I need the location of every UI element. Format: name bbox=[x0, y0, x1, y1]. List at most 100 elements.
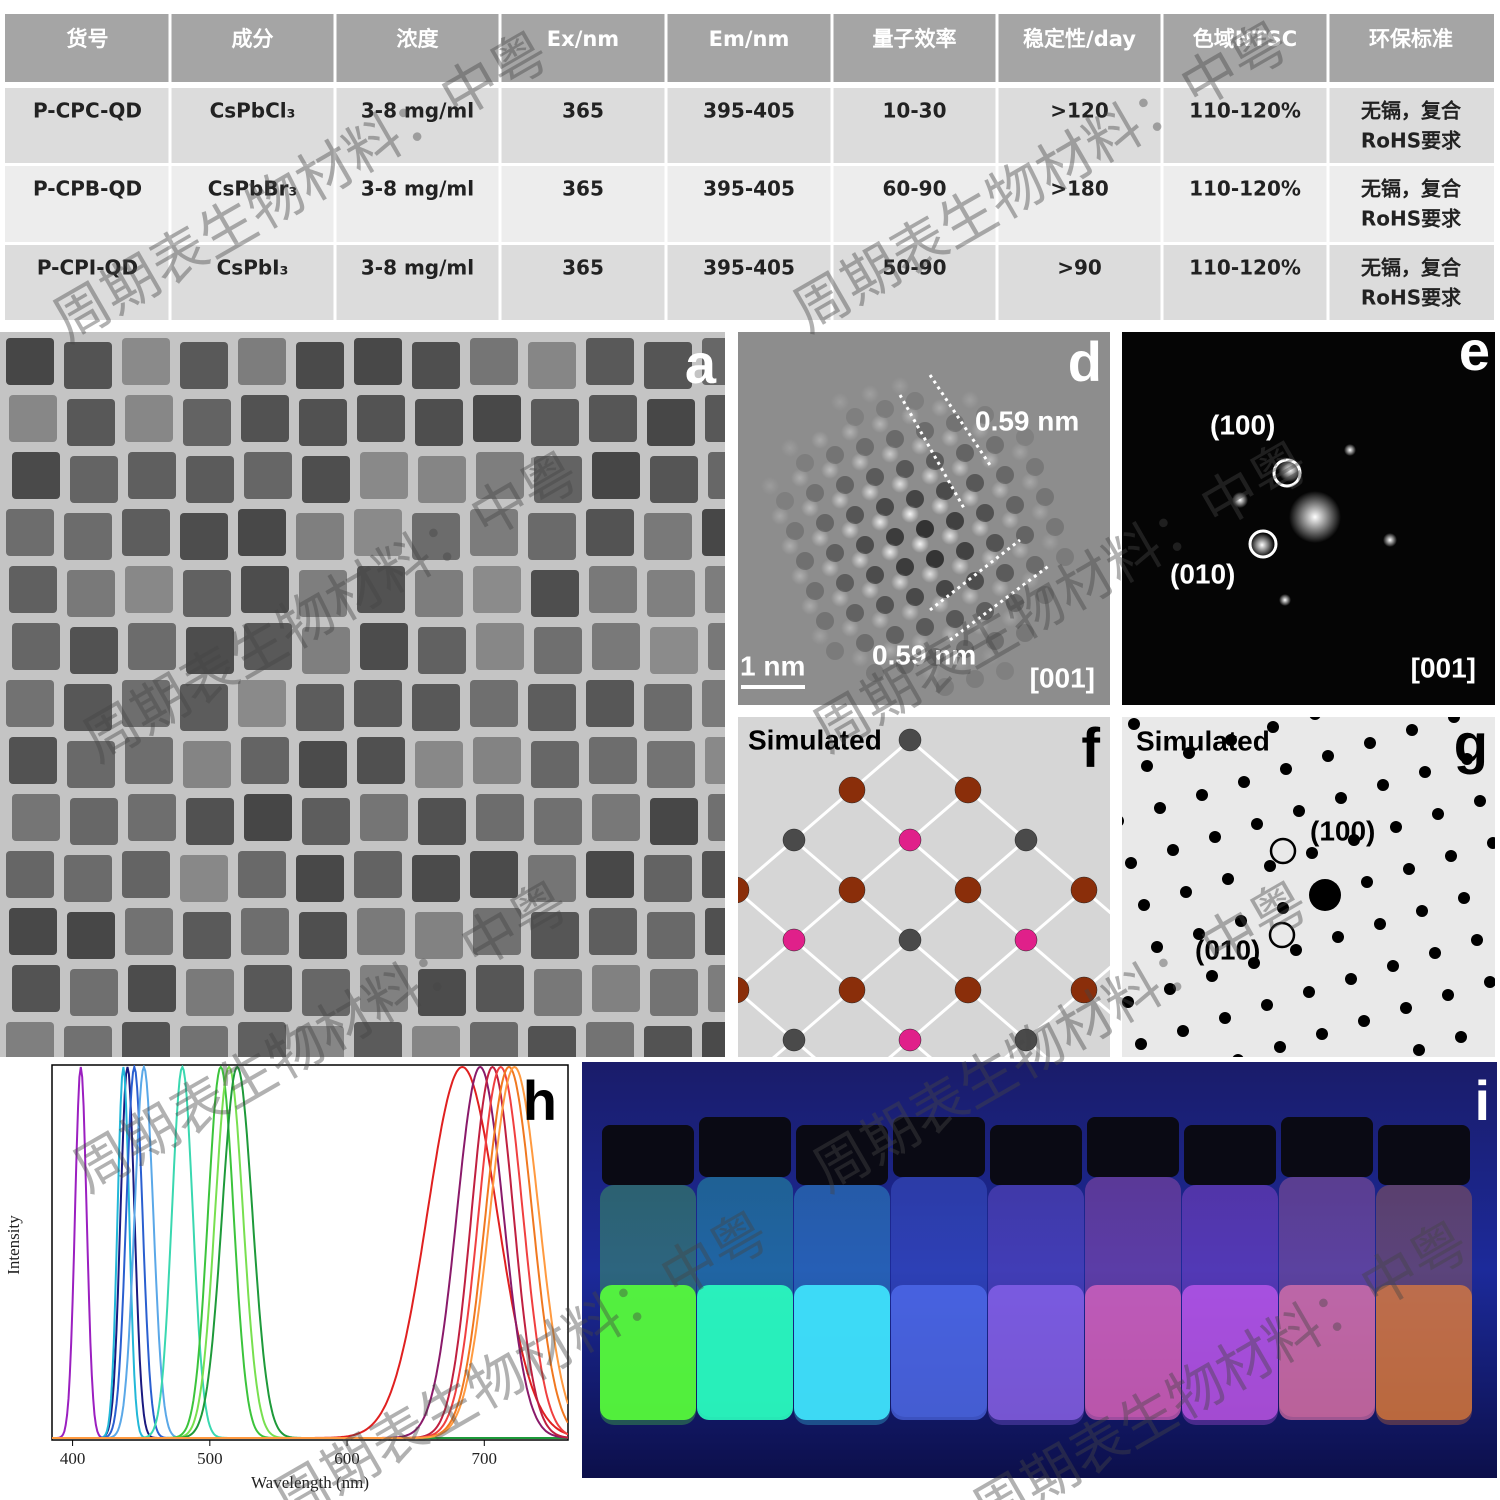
nanocube bbox=[180, 513, 228, 560]
lattice-atom bbox=[921, 663, 939, 681]
lattice-dark bbox=[846, 408, 864, 426]
nanocube bbox=[180, 855, 228, 902]
lattice-dark bbox=[906, 588, 924, 606]
lattice-dark bbox=[936, 482, 954, 500]
lattice-dark bbox=[1026, 458, 1044, 476]
panel-f: Simulated f bbox=[738, 717, 1110, 1057]
atom bbox=[1070, 876, 1098, 904]
nanocube bbox=[534, 627, 582, 674]
lattice-dark bbox=[1046, 518, 1064, 536]
spot-marker bbox=[1269, 837, 1297, 865]
diffraction-spot bbox=[1170, 705, 1182, 717]
nanocube bbox=[647, 399, 695, 446]
nanocube bbox=[12, 623, 60, 670]
x-tick-label: 700 bbox=[472, 1449, 498, 1468]
spacing-label: 0.59 nm bbox=[975, 405, 1079, 436]
atom bbox=[898, 928, 922, 952]
diffraction-spot bbox=[1445, 850, 1457, 862]
header-cell: 浓度 bbox=[397, 27, 439, 51]
nanocube bbox=[128, 794, 176, 841]
nanocube bbox=[238, 851, 286, 898]
lattice-dark bbox=[876, 498, 894, 516]
nanocube bbox=[296, 513, 344, 560]
lattice-atom bbox=[801, 597, 819, 615]
panel-g: (100) (010) Simulated g bbox=[1122, 705, 1495, 1057]
lattice-dark bbox=[1056, 548, 1074, 566]
lattice-dark bbox=[1036, 488, 1054, 506]
lattice-dark bbox=[866, 664, 884, 682]
nanocube bbox=[708, 452, 725, 499]
nanocube bbox=[67, 570, 115, 617]
nanocube bbox=[354, 1022, 402, 1057]
lattice-dark bbox=[1036, 586, 1054, 604]
lattice-dark bbox=[866, 468, 884, 486]
nanocube bbox=[299, 912, 347, 959]
lattice-atom bbox=[831, 393, 849, 411]
lattice-atom bbox=[931, 497, 949, 515]
nanocube bbox=[415, 399, 463, 446]
nanocube bbox=[476, 965, 524, 1012]
diffraction-spot bbox=[1225, 734, 1237, 746]
lattice-dark bbox=[866, 566, 884, 584]
nanocube bbox=[360, 452, 408, 499]
nanocube bbox=[183, 741, 231, 788]
atom bbox=[782, 1028, 806, 1052]
nanocube bbox=[302, 969, 350, 1016]
nanocube bbox=[238, 338, 286, 385]
lattice-atom bbox=[951, 557, 969, 575]
diffraction-spot bbox=[1261, 999, 1273, 1011]
table-cell: P-CPC-QD bbox=[33, 99, 142, 123]
nanocube bbox=[708, 794, 725, 841]
panel-title: Simulated bbox=[1136, 725, 1270, 756]
x-tick-label: 500 bbox=[197, 1449, 223, 1468]
lattice-dark bbox=[946, 610, 964, 628]
lattice-atom bbox=[831, 589, 849, 607]
diffraction-spot bbox=[1419, 766, 1431, 778]
lattice-dark bbox=[956, 444, 974, 462]
nanocube bbox=[128, 452, 176, 499]
nanocube bbox=[67, 399, 115, 446]
vial-liquid bbox=[1279, 1285, 1375, 1420]
diffraction-spot bbox=[1280, 763, 1292, 775]
nanocube bbox=[418, 798, 466, 845]
nanocube bbox=[586, 509, 634, 556]
table-cell: >120 bbox=[1050, 99, 1109, 123]
lattice-atom bbox=[961, 391, 979, 409]
lattice-dark bbox=[876, 596, 894, 614]
nanocube bbox=[357, 395, 405, 442]
nanocube bbox=[531, 399, 579, 446]
lattice-atom bbox=[891, 377, 909, 395]
lattice-dark bbox=[996, 466, 1014, 484]
nanocube bbox=[12, 965, 60, 1012]
lattice-atom bbox=[881, 641, 899, 659]
nanocube bbox=[6, 680, 54, 727]
lattice-atom bbox=[941, 429, 959, 447]
nanocube bbox=[650, 798, 698, 845]
atom bbox=[954, 876, 982, 904]
table-cell: RoHS要求 bbox=[1361, 207, 1462, 231]
fft-spot bbox=[1232, 492, 1248, 508]
table-cell: 365 bbox=[562, 256, 604, 280]
vial-cap bbox=[990, 1125, 1082, 1185]
nanocube bbox=[470, 851, 518, 898]
lattice-atom bbox=[991, 579, 1009, 597]
nanocube bbox=[302, 798, 350, 845]
lattice-atom bbox=[851, 649, 869, 667]
nanocube bbox=[360, 623, 408, 670]
diffraction-spot bbox=[1403, 863, 1415, 875]
lattice-dark bbox=[856, 438, 874, 456]
diffraction-spot bbox=[1322, 750, 1334, 762]
header-cell: 稳定性/day bbox=[1023, 27, 1136, 51]
atom bbox=[1014, 928, 1038, 952]
lattice-dark bbox=[966, 670, 984, 688]
diffraction-spot bbox=[1432, 808, 1444, 820]
atom bbox=[898, 828, 922, 852]
spacing-label: 0.59 nm bbox=[872, 639, 976, 670]
nanocube bbox=[473, 908, 521, 955]
nanocube bbox=[528, 855, 576, 902]
nanocube bbox=[534, 456, 582, 503]
lattice-atom bbox=[781, 537, 799, 555]
nanocube bbox=[702, 680, 725, 727]
lattice-atom bbox=[901, 603, 919, 621]
table-cell: 110-120% bbox=[1189, 99, 1301, 123]
